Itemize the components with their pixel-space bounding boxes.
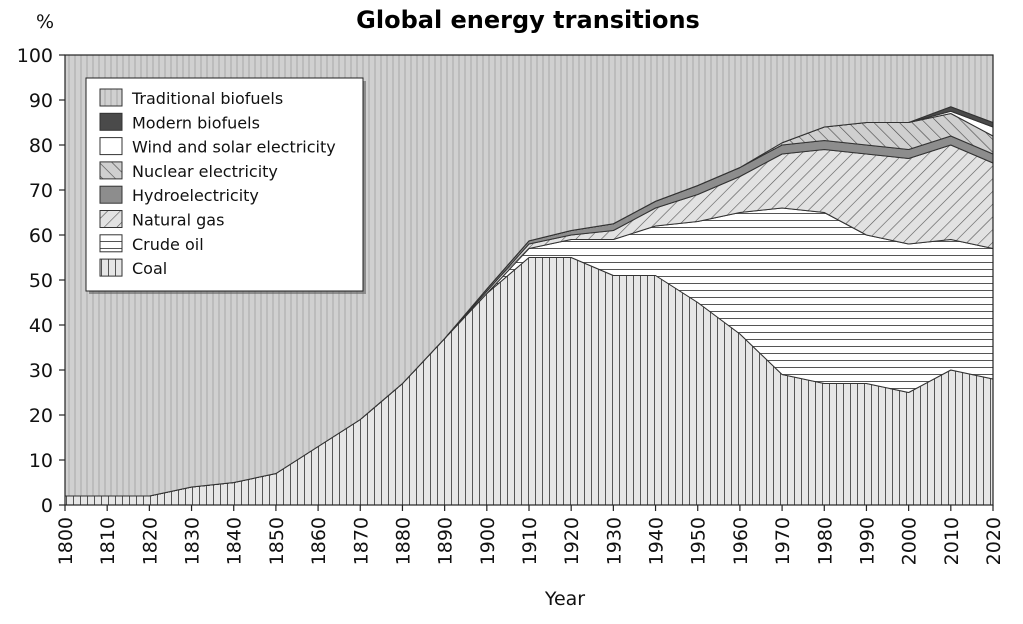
legend-label-modern-biofuels: Modern biofuels (132, 113, 260, 132)
x-tick-label: 1950 (688, 517, 710, 565)
x-tick-label: 1810 (97, 517, 119, 565)
y-tick-label: 70 (29, 180, 53, 202)
legend: Traditional biofuels Modern biofuels Wind … (85, 77, 366, 294)
x-tick-label: 1890 (435, 517, 457, 565)
x-tick-label: 1860 (308, 517, 330, 565)
x-tick-label: 1880 (392, 517, 414, 565)
x-tick-label: 2010 (941, 517, 963, 565)
legend-swatch-traditional-biofuels (99, 88, 123, 107)
y-tick-label: 10 (29, 450, 53, 472)
legend-box (85, 77, 364, 292)
x-tick-label: 1800 (55, 517, 77, 565)
legend-label-traditional-biofuels: Traditional biofuels (131, 89, 283, 108)
x-tick-label: 2020 (983, 517, 1005, 565)
axes: 0 10 20 30 40 50 60 70 80 90 100 1800 1810 1820 1830 18… (17, 45, 1005, 565)
x-tick-label: 1840 (224, 517, 246, 565)
x-tick-label: 1990 (856, 517, 878, 565)
legend-swatch-modern-biofuels (99, 112, 123, 131)
legend-label-natural-gas: Natural gas (132, 211, 224, 230)
y-tick-label: 30 (29, 360, 53, 382)
x-tick-label: 2000 (899, 517, 921, 565)
chart-title: Global energy transitions (356, 6, 700, 34)
x-tick-label: 1960 (730, 517, 752, 565)
y-tick-label: 100 (17, 45, 53, 67)
y-axis-unit-label: % (36, 11, 54, 33)
legend-swatch-coal (99, 258, 123, 277)
y-tick-label: 90 (29, 90, 53, 112)
y-tick-label: 40 (29, 315, 53, 337)
x-tick-label: 1980 (814, 517, 836, 565)
legend-swatch-nuclear-electricity (99, 161, 123, 180)
x-tick-label: 1910 (519, 517, 541, 565)
x-tick-label: 1830 (182, 517, 204, 565)
x-tick-label: 1850 (266, 517, 288, 565)
legend-label-wind-and-solar-electricity: Wind and solar electricity (132, 138, 336, 157)
y-tick-label: 50 (29, 270, 53, 292)
legend-swatch-hydroelectricity (99, 185, 123, 204)
x-axis-label: Year (544, 588, 585, 610)
x-tick-label: 1970 (772, 517, 794, 565)
legend-swatch-crude-oil (99, 234, 123, 253)
y-tick-label: 80 (29, 135, 53, 157)
y-tick-label: 0 (41, 495, 53, 517)
y-tick-label: 20 (29, 405, 53, 427)
y-tick-label: 60 (29, 225, 53, 247)
x-tick-label: 1870 (350, 517, 372, 565)
x-tick-label: 1900 (477, 517, 499, 565)
legend-swatch-natural-gas (99, 210, 123, 228)
x-tick-label: 1920 (561, 517, 583, 565)
x-tick-label: 1930 (603, 517, 625, 565)
legend-label-nuclear-electricity: Nuclear electricity (132, 162, 278, 181)
legend-label-hydroelectricity: Hydroelectricity (132, 186, 259, 205)
x-tick-label: 1820 (139, 517, 161, 565)
legend-label-crude-oil: Crude oil (132, 235, 204, 254)
x-tick-label: 1940 (646, 517, 668, 565)
legend-label-coal: Coal (132, 259, 167, 278)
legend-swatch-wind-and-solar-electricity (99, 137, 123, 156)
